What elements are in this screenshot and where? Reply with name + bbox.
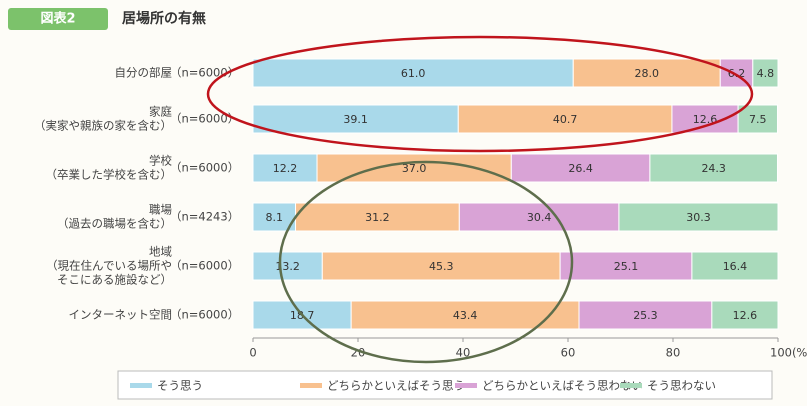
red-ellipse — [206, 35, 754, 153]
category-label: そこにある施設など） — [57, 273, 172, 287]
bar-segment — [458, 202, 620, 232]
value-label: 16.4 — [723, 260, 748, 273]
bar-segment — [252, 104, 459, 134]
bar-segment — [252, 153, 318, 183]
bar-segment — [578, 300, 713, 330]
bar-segment — [711, 300, 779, 330]
bar-segment — [618, 202, 779, 232]
value-label: 37.0 — [402, 162, 427, 175]
value-label: 61.0 — [401, 67, 426, 80]
legend-swatch — [130, 383, 152, 388]
legend-label: どちらかといえばそう思わない — [482, 379, 643, 393]
bar-segment — [737, 104, 778, 134]
n-label: （n=6000） — [170, 112, 239, 126]
category-label: （現在住んでいる場所や — [46, 259, 172, 273]
category-label: 学校 — [149, 154, 172, 168]
value-label: 40.7 — [553, 113, 578, 126]
x-tick-label: 0 — [249, 346, 256, 360]
x-tick-label: 40 — [456, 346, 471, 360]
bar-segment — [649, 153, 778, 183]
x-tick-label: 60 — [561, 346, 576, 360]
legend-swatch — [620, 383, 642, 388]
badge-text: 図表2 — [40, 11, 75, 27]
bar-segment — [510, 153, 651, 183]
bar-segment — [457, 104, 673, 134]
value-label: 4.8 — [757, 67, 775, 80]
value-label: 26.4 — [568, 162, 593, 175]
chart-title: 居場所の有無 — [122, 10, 206, 27]
legend-box — [117, 370, 773, 400]
category-label: （卒業した学校を含む） — [46, 168, 173, 182]
category-label: （過去の職場を含む） — [57, 217, 172, 231]
value-label: 43.4 — [453, 309, 478, 322]
value-label: 24.3 — [701, 162, 726, 175]
value-label: 45.3 — [429, 260, 454, 273]
bar-segment — [691, 251, 779, 281]
value-label: 12.2 — [273, 162, 298, 175]
category-label: 地域 — [149, 245, 172, 259]
category-label: 職場 — [149, 203, 172, 217]
category-label: 自分の部屋 — [115, 66, 173, 80]
category-label: 家庭 — [149, 105, 172, 119]
category-label: （実家や親族の家を含む） — [34, 119, 172, 133]
green-ellipse — [278, 160, 574, 364]
value-label: 12.6 — [733, 309, 758, 322]
value-label: 25.3 — [633, 309, 658, 322]
legend-swatch — [455, 383, 477, 388]
n-label: （n=6000） — [170, 259, 239, 273]
value-label: 8.1 — [266, 211, 284, 224]
legend-label: どちらかといえばそう思う — [327, 379, 465, 393]
x-tick-label: 80 — [666, 346, 681, 360]
legend-label: そう思わない — [647, 379, 716, 393]
bar-segment — [321, 251, 561, 281]
bar-segment — [252, 251, 323, 281]
legend-swatch — [300, 383, 322, 388]
value-label: 28.0 — [635, 67, 660, 80]
value-label: 7.5 — [749, 113, 767, 126]
legend-label: そう思う — [157, 379, 203, 393]
bar-segment — [752, 58, 779, 88]
bar-segment — [559, 251, 693, 281]
bar-segment — [295, 202, 460, 232]
n-label: （n=6000） — [170, 161, 239, 175]
n-label: （n=6000） — [170, 308, 239, 322]
category-label: インターネット空間 — [69, 308, 173, 322]
x-tick-label: 100(%) — [770, 346, 807, 360]
n-label: （n=4243） — [170, 210, 239, 224]
value-label: 31.2 — [365, 211, 390, 224]
value-label: 25.1 — [614, 260, 639, 273]
value-label: 39.1 — [343, 113, 368, 126]
badge — [8, 8, 108, 30]
value-label: 30.4 — [527, 211, 552, 224]
value-label: 30.3 — [686, 211, 711, 224]
